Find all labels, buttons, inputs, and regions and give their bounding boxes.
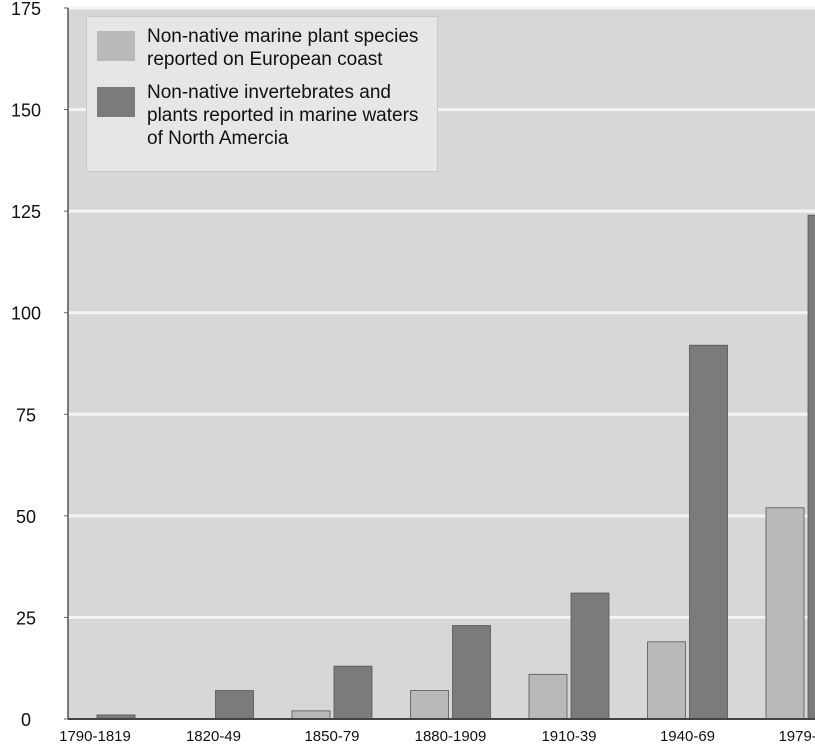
bar-north-america [452, 625, 491, 720]
x-tick-label: 1880-1909 [415, 728, 487, 745]
legend-label: Non-native marine plant species reported… [147, 26, 419, 70]
x-tick-label: 1979-99 [778, 728, 815, 745]
y-axis: 0 25 50 75 100 125 150 175 [11, 0, 69, 730]
legend-swatch-light [97, 31, 135, 61]
bar-european-plants [410, 690, 449, 720]
legend-swatch-dark [97, 87, 135, 117]
bar-north-america [215, 690, 254, 720]
x-tick-label: 1910-39 [541, 728, 596, 745]
y-tick-label: 75 [16, 405, 36, 425]
y-tick-label: 125 [11, 202, 41, 222]
bar-european-plants [291, 710, 331, 720]
bar-european-plants [647, 641, 686, 720]
legend: Non-native marine plant species reported… [86, 16, 438, 172]
bar-north-america [689, 344, 728, 720]
bars [96, 214, 815, 720]
x-tick-label: 1850-79 [304, 728, 359, 745]
legend-label: Non-native invertebrates and plants repo… [147, 82, 419, 149]
y-tick-label: 0 [21, 710, 31, 730]
x-tick-label: 1940-69 [660, 728, 715, 745]
bar-european-plants [765, 507, 805, 720]
y-tick-label: 175 [11, 0, 41, 19]
bar-north-america [570, 592, 610, 720]
y-tick-label: 150 [11, 101, 41, 121]
y-tick-label: 100 [11, 304, 41, 324]
x-tick-label: 1820-49 [186, 728, 241, 745]
bar-north-america [807, 214, 815, 720]
x-axis: 1790-1819 1820-49 1850-79 1880-1909 1910-39 1… [59, 718, 815, 745]
y-tick-label: 50 [16, 507, 36, 527]
bar-north-america [333, 665, 373, 720]
gridlines [68, 6, 815, 619]
y-tick-label: 25 [16, 608, 36, 628]
x-tick-label: 1790-1819 [59, 728, 131, 745]
bar-european-plants [528, 673, 568, 720]
